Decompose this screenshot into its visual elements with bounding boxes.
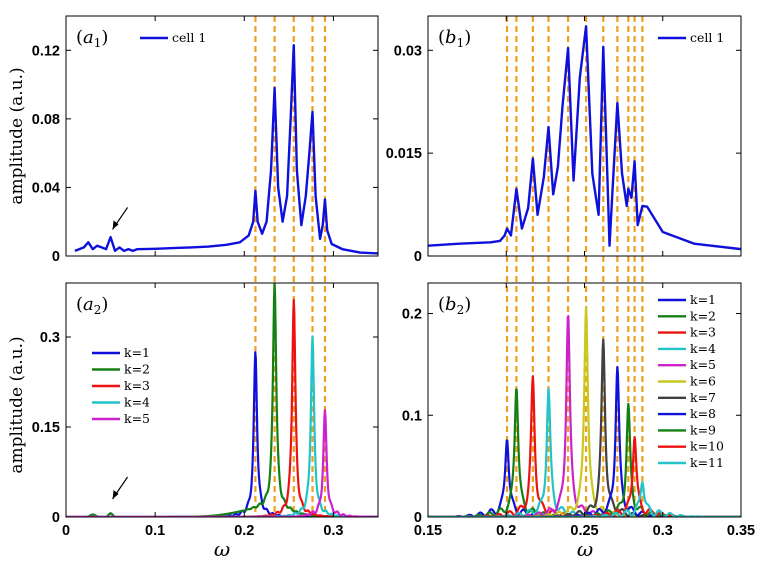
legend-label-b2-3: k=3 [690, 325, 716, 340]
legend-label-a2-1: k=1 [124, 345, 150, 360]
legend-label-b2-5: k=5 [690, 357, 716, 372]
legend-label-b2-7: k=7 [690, 390, 716, 405]
legend-b2: k=1k=2 k=3k=4k=5 k=6k=7k=8k=9 k=10k=11 [658, 292, 724, 470]
annotation-arrowhead-a1 [112, 220, 119, 230]
x-tick-label-b2-2: 0.25 [570, 523, 598, 539]
panel-a2: 0 0.15 0.3 0 0.1 0.2 0.3 (a2) k=1 k=2k=3 k=4k=5 [32, 282, 379, 539]
series-line-k-2 [66, 283, 378, 517]
legend-a1: cell 1 [140, 30, 206, 45]
axes-frame-b1 [427, 15, 742, 257]
panel-label-b1: (b1) [438, 27, 471, 50]
series-line-1 [74, 43, 378, 255]
panel-b1: 0 0.015 0.03 (b1) cell 1 [386, 15, 742, 265]
x-tick-label-b2-0: 0.15 [414, 523, 442, 539]
y-tick-label-b1-2: 0.03 [394, 43, 422, 59]
y-tick-label-a1-0: 0 [52, 249, 60, 265]
plot-area-a2 [66, 283, 378, 517]
panel-label-a2: (a2) [76, 294, 108, 317]
axes-frame-a1 [65, 15, 379, 257]
y-tick-label-a1-2: 0.08 [32, 112, 60, 128]
guide-lines-b [505, 16, 644, 517]
legend-label-b2-6: k=6 [690, 374, 716, 389]
x-axis-label-right: ω [577, 537, 593, 561]
legend-label-b2-4: k=4 [690, 341, 716, 356]
y-axis-label-bottom: amplitude (a.u.) [7, 336, 27, 473]
panel-label-a1: (a1) [76, 27, 108, 50]
series-line-k-4 [66, 335, 378, 517]
y-tick-label-b1-1: 0.015 [386, 146, 422, 162]
legend-a2: k=1 k=2k=3 k=4k=5 [92, 345, 150, 426]
x-tick-label-a2-2: 0.2 [234, 523, 254, 539]
panel-a1: 0 0.04 0.08 0.12 (a1) cell 1 [32, 15, 379, 265]
x-tick-label-b2-1: 0.2 [496, 523, 516, 539]
legend-label-a2-5: k=5 [124, 411, 150, 426]
annotation-arrowhead-a2 [112, 490, 119, 499]
legend-label-b1-1: cell 1 [690, 30, 724, 45]
x-tick-label-b2-4: 0.35 [727, 523, 755, 539]
y-tick-label-b2-0: 0 [414, 510, 422, 526]
legend-b1: cell 1 [658, 30, 724, 45]
legend-label-a1-1: cell 1 [172, 30, 206, 45]
legend-label-b2-11: k=11 [690, 455, 724, 470]
legend-label-a2-4: k=4 [124, 395, 150, 410]
y-tick-label-b2-2: 0.2 [402, 307, 422, 323]
legend-label-b2-2: k=2 [690, 308, 716, 323]
x-tick-label-b2-3: 0.3 [653, 523, 673, 539]
y-tick-label-a2-1: 0.15 [32, 420, 60, 436]
y-tick-label-b1-0: 0 [414, 249, 422, 265]
legend-label-b2-9: k=9 [690, 422, 716, 437]
legend-label-b2-8: k=8 [690, 406, 716, 421]
y-tick-label-b2-1: 0.1 [402, 408, 422, 424]
y-tick-label-a1-3: 0.12 [32, 43, 60, 59]
y-tick-label-a2-2: 0.3 [40, 330, 60, 346]
legend-label-a2-3: k=3 [124, 378, 150, 393]
legend-label-a2-2: k=2 [124, 362, 150, 377]
axes-frame-a2 [65, 282, 379, 518]
panel-b2: 00.10.20.15 0.2 0.25 0.3 0.35(b2) k=1k=2k=3k=… [402, 282, 755, 539]
panel-label-b2: (b2) [438, 294, 471, 317]
x-tick-label-a2-3: 0.3 [323, 523, 343, 539]
series-line-k-1 [66, 351, 378, 517]
y-axis-label-top: amplitude (a.u.) [7, 67, 27, 204]
y-tick-label-a1-1: 0.04 [32, 180, 60, 196]
x-axis-label-left: ω [214, 537, 230, 561]
series-line-1 [428, 25, 741, 251]
series-line-k-3 [66, 298, 378, 517]
x-tick-label-a2-0: 0 [62, 523, 70, 539]
series-line-k-5 [66, 409, 378, 517]
legend-label-b2-10: k=10 [690, 439, 724, 454]
y-tick-label-a2-0: 0 [52, 510, 60, 526]
x-tick-label-a2-1: 0.1 [145, 523, 165, 539]
plot-area-b1 [428, 25, 741, 251]
legend-label-b2-1: k=1 [690, 292, 716, 307]
plot-area-a1 [74, 43, 378, 255]
